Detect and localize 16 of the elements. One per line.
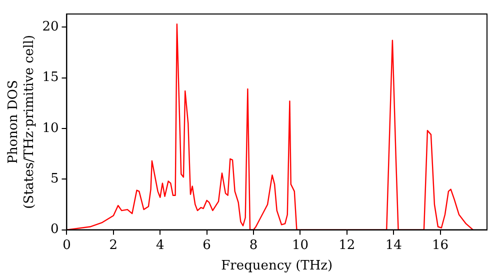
x-tick-label: 12 <box>338 238 356 253</box>
x-tick-label: 2 <box>109 238 118 253</box>
x-tick-label: 16 <box>432 238 449 253</box>
y-tick-label: 10 <box>42 120 59 136</box>
x-tick-label: 6 <box>202 238 211 253</box>
x-axis-title: Frequency (THz) <box>221 258 333 274</box>
x-tick-label: 8 <box>249 238 258 253</box>
x-tick-label: 14 <box>385 238 402 253</box>
y-tick-label: 0 <box>50 222 59 238</box>
y-tick-label: 20 <box>42 20 59 35</box>
x-tick-label: 4 <box>156 238 164 253</box>
y-tick-label: 15 <box>42 70 59 86</box>
x-tick-label: 10 <box>292 238 308 253</box>
y-tick-label: 5 <box>50 172 59 187</box>
x-tick-label: 0 <box>62 238 71 253</box>
y-axis-title: Phonon DOS (States/THz·primitive cell) <box>6 34 37 209</box>
